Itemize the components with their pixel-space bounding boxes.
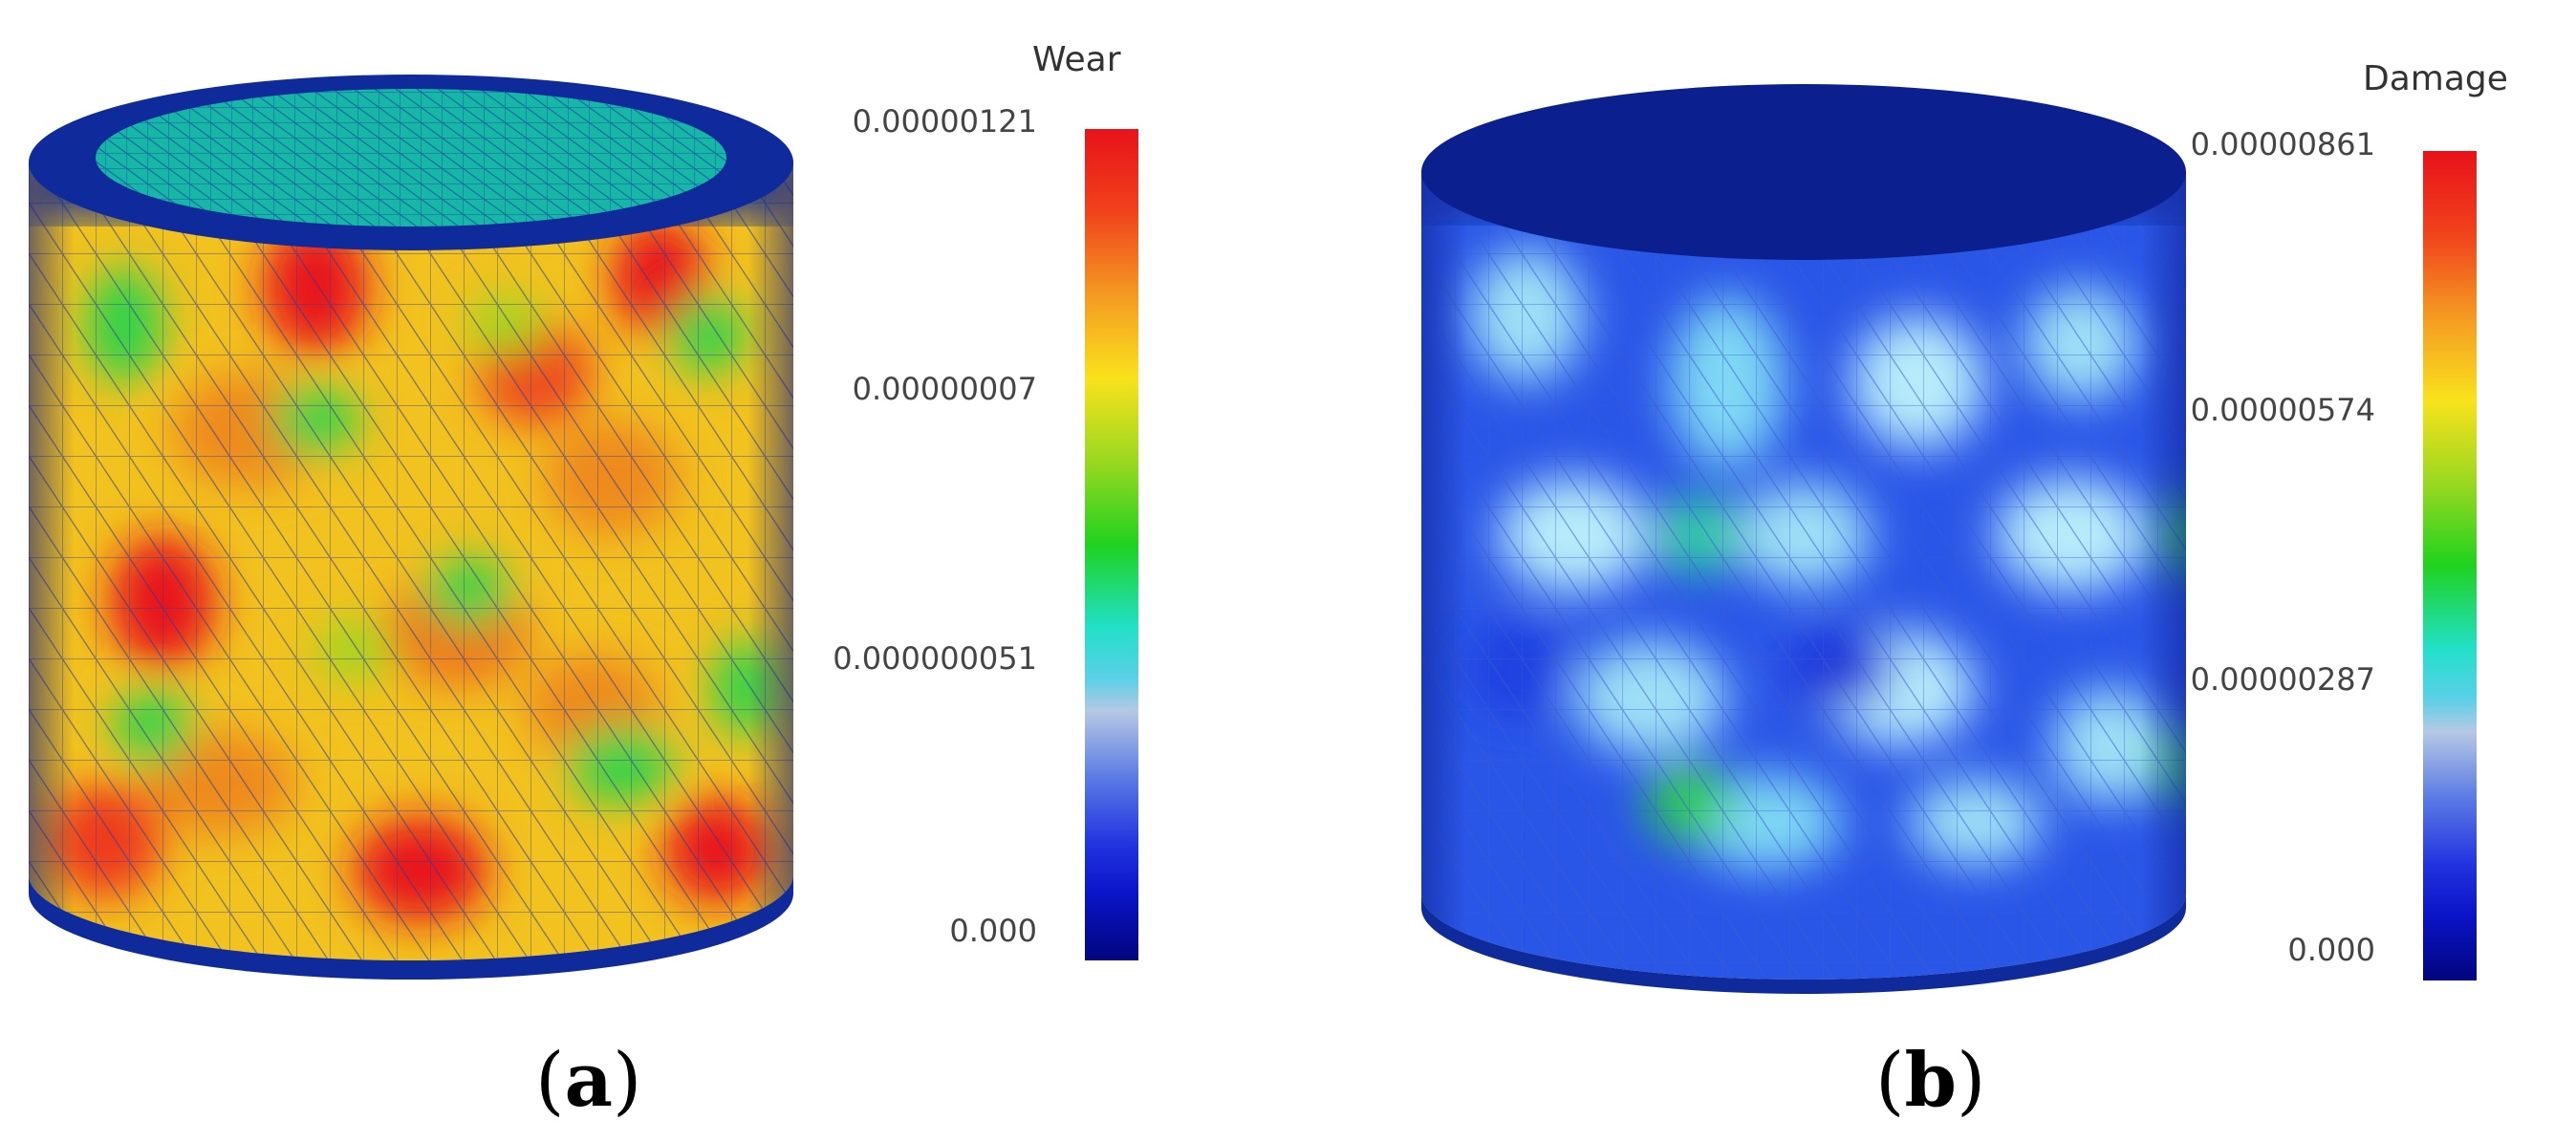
colorbar-tick-min: 0.000 xyxy=(949,913,1037,949)
cylinder-bottom-rim xyxy=(29,874,793,980)
damage-colorbar xyxy=(2423,151,2477,980)
panel-b: Damage 0.00000861 0.00000574 0.00000287 … xyxy=(1288,0,2576,1142)
colorbar-title: Wear xyxy=(1032,40,1121,79)
wear-cylinder-plot xyxy=(29,75,793,980)
cylinder-bottom-rim xyxy=(1421,894,2186,994)
wear-colorbar xyxy=(1085,129,1138,960)
colorbar-tick-upper: 0.00000574 xyxy=(2190,392,2375,428)
colorbar-tick-min: 0.000 xyxy=(2287,932,2375,968)
cylinder-top-face xyxy=(1421,84,2186,260)
colorbar-tick-lower: 0.000000051 xyxy=(833,640,1037,677)
colorbar-tick-upper: 0.00000007 xyxy=(852,371,1037,407)
damage-cylinder-plot xyxy=(1421,84,2186,994)
subfigure-label-a: (a) xyxy=(535,1037,642,1124)
subfigure-label-b: (b) xyxy=(1875,1037,1986,1124)
colorbar-tick-lower: 0.00000287 xyxy=(2190,661,2375,698)
colorbar-tick-max: 0.00000121 xyxy=(852,103,1037,140)
colorbar-tick-max: 0.00000861 xyxy=(2190,126,2375,162)
panel-a: Wear 0.00000121 0.00000007 0.000000051 0… xyxy=(29,40,1138,1124)
colorbar-title: Damage xyxy=(2363,59,2508,98)
